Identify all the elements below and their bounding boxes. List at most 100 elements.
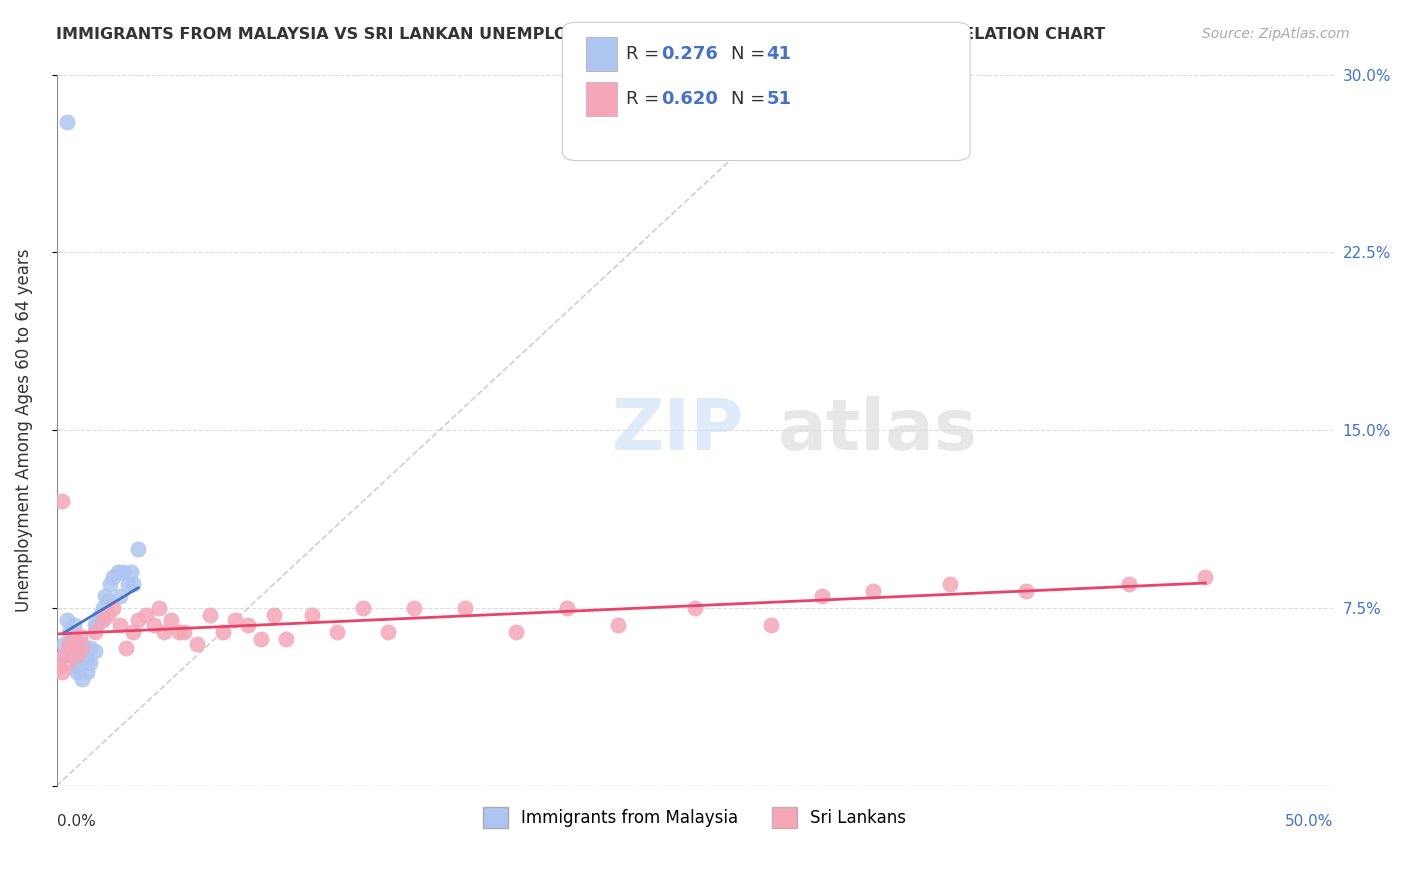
Point <box>939 577 962 591</box>
Text: N =: N = <box>731 45 770 63</box>
Point <box>1118 577 1140 591</box>
Y-axis label: Unemployment Among Ages 60 to 64 years: Unemployment Among Ages 60 to 64 years <box>15 248 32 612</box>
Point <box>454 601 477 615</box>
Point <box>811 589 834 603</box>
Point <box>110 617 132 632</box>
Point <box>122 624 145 639</box>
Point <box>148 601 170 615</box>
Text: 0.620: 0.620 <box>661 90 717 108</box>
Point <box>94 589 117 603</box>
Text: 51: 51 <box>766 90 792 108</box>
Point <box>48 660 70 674</box>
Legend: Immigrants from Malaysia, Sri Lankans: Immigrants from Malaysia, Sri Lankans <box>477 801 912 834</box>
Point <box>153 624 176 639</box>
Point <box>276 632 298 646</box>
Point <box>63 632 86 646</box>
Point <box>301 608 323 623</box>
Point <box>127 541 149 556</box>
Point <box>402 601 425 615</box>
Point <box>1194 570 1216 584</box>
Point <box>79 656 101 670</box>
Point <box>51 494 73 508</box>
Point <box>58 624 80 639</box>
Point <box>60 629 83 643</box>
Point <box>53 648 76 663</box>
Point <box>186 636 208 650</box>
Text: 50.0%: 50.0% <box>1285 814 1333 830</box>
Point <box>66 643 89 657</box>
Point <box>58 641 80 656</box>
Point <box>60 636 83 650</box>
Point <box>73 646 96 660</box>
Point <box>66 665 89 679</box>
Point <box>70 641 93 656</box>
Point <box>63 632 86 646</box>
Point <box>56 613 79 627</box>
Point <box>63 617 86 632</box>
Point <box>326 624 349 639</box>
Point <box>60 641 83 656</box>
Point <box>79 641 101 656</box>
Point <box>89 608 111 623</box>
Point <box>97 608 120 623</box>
Point <box>83 624 105 639</box>
Text: R =: R = <box>626 45 665 63</box>
Text: 0.276: 0.276 <box>661 45 717 63</box>
Point <box>86 617 108 632</box>
Point <box>83 643 105 657</box>
Point <box>862 584 884 599</box>
Point <box>135 608 157 623</box>
Point <box>505 624 527 639</box>
Point <box>66 660 89 674</box>
Point <box>236 617 259 632</box>
Point <box>377 624 399 639</box>
Text: N =: N = <box>731 90 770 108</box>
Point <box>173 624 195 639</box>
Point <box>51 665 73 679</box>
Point <box>73 656 96 670</box>
Point <box>69 656 91 670</box>
Point <box>101 570 124 584</box>
Point <box>167 624 190 639</box>
Point <box>263 608 285 623</box>
Point <box>198 608 221 623</box>
Text: IMMIGRANTS FROM MALAYSIA VS SRI LANKAN UNEMPLOYMENT AMONG AGES 60 TO 64 YEARS CO: IMMIGRANTS FROM MALAYSIA VS SRI LANKAN U… <box>56 27 1105 42</box>
Point <box>98 577 121 591</box>
Point <box>142 617 165 632</box>
Point <box>56 115 79 129</box>
Point <box>110 589 132 603</box>
Point <box>58 636 80 650</box>
Point <box>127 613 149 627</box>
Point <box>66 648 89 663</box>
Point <box>91 613 114 627</box>
Text: 41: 41 <box>766 45 792 63</box>
Point <box>91 601 114 615</box>
Text: atlas: atlas <box>778 396 977 465</box>
Point <box>69 641 91 656</box>
Text: 0.0%: 0.0% <box>56 814 96 830</box>
Point <box>53 648 76 663</box>
Text: ZIP: ZIP <box>612 396 744 465</box>
Point <box>122 577 145 591</box>
Point <box>83 617 105 632</box>
Point <box>97 594 120 608</box>
Point <box>60 648 83 663</box>
Point <box>211 624 233 639</box>
Point <box>120 566 142 580</box>
Point <box>352 601 374 615</box>
Point <box>76 650 98 665</box>
Point <box>107 566 129 580</box>
Point <box>70 648 93 663</box>
Point <box>683 601 706 615</box>
Point <box>56 656 79 670</box>
Point <box>249 632 271 646</box>
Point <box>224 613 246 627</box>
Text: Source: ZipAtlas.com: Source: ZipAtlas.com <box>1202 27 1350 41</box>
Point <box>101 601 124 615</box>
Point <box>1015 584 1038 599</box>
Point <box>117 577 139 591</box>
Point <box>160 613 183 627</box>
Point <box>555 601 578 615</box>
Point <box>76 665 98 679</box>
Text: R =: R = <box>626 90 665 108</box>
